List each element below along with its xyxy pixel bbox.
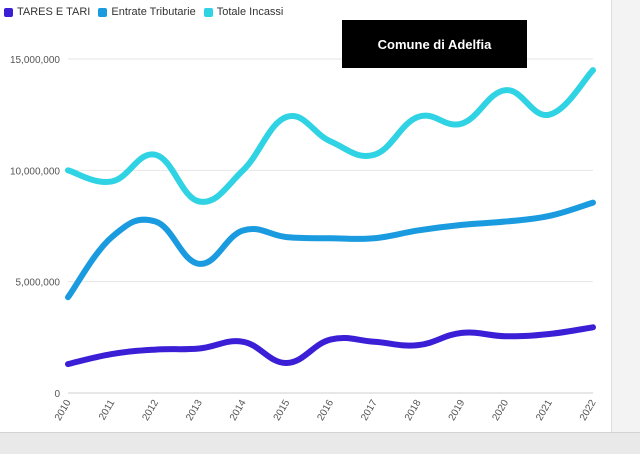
legend-swatch-totale	[203, 7, 213, 17]
x-tick-label: 2015	[272, 398, 293, 423]
legend-label-entrate: Entrate Tributarie	[111, 6, 196, 18]
x-tick-label: 2018	[403, 398, 424, 423]
vertical-scrollbar[interactable]	[611, 0, 640, 432]
legend-item-totale[interactable]: Totale Incassi	[203, 6, 284, 18]
x-tick-label: 2020	[490, 398, 511, 423]
legend-label-tares: TARES E TARI	[17, 6, 91, 18]
y-tick-label: 10,000,000	[10, 166, 60, 177]
x-tick-label: 2013	[184, 398, 205, 423]
x-tick-label: 2010	[53, 398, 74, 423]
chart-title: Comune di Adelfia	[342, 20, 527, 68]
series-line-2[interactable]	[65, 67, 596, 205]
legend-swatch-tares	[4, 7, 13, 17]
series-line-1[interactable]	[65, 199, 596, 301]
y-tick-label: 15,000,000	[10, 55, 60, 66]
x-tick-label: 2019	[447, 398, 468, 423]
x-tick-label: 2012	[140, 398, 161, 423]
legend-item-entrate[interactable]: Entrate Tributarie	[98, 6, 196, 18]
y-tick-label: 5,000,000	[16, 278, 61, 289]
legend-swatch-entrate	[98, 7, 108, 17]
horizontal-scrollbar[interactable]	[0, 432, 640, 454]
line-chart: 0 5,000,000 10,000,000 15,000,000 2010 2011 20…	[10, 55, 599, 423]
x-tick-label: 2021	[534, 398, 555, 423]
series-line-0[interactable]	[65, 324, 596, 368]
x-tick-label: 2022	[578, 398, 599, 423]
legend-item-tares[interactable]: TARES E TARI	[4, 6, 90, 18]
x-tick-label: 2017	[359, 398, 380, 423]
legend-label-totale: Totale Incassi	[216, 6, 284, 18]
y-tick-label: 0	[54, 389, 60, 400]
x-tick-label: 2016	[315, 398, 336, 423]
x-tick-label: 2014	[228, 398, 249, 423]
legend: TARES E TARI Entrate Tributarie Totale I…	[4, 5, 283, 19]
chart-card: TARES E TARI Entrate Tributarie Totale I…	[0, 0, 611, 432]
x-tick-label: 2011	[97, 398, 117, 423]
